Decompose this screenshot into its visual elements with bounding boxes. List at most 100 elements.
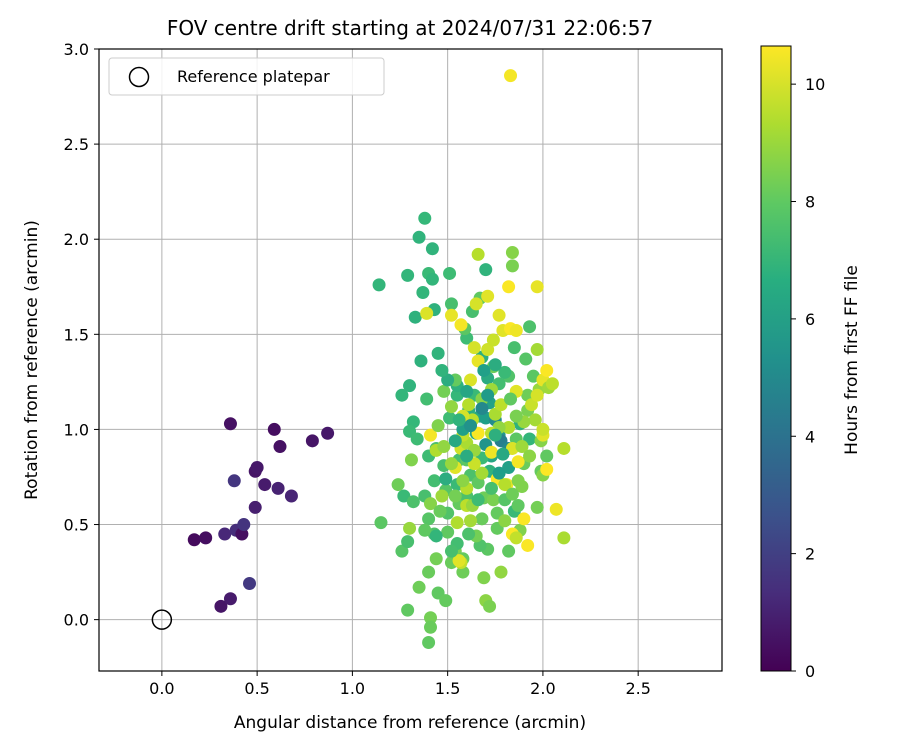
data-point (403, 521, 417, 535)
data-point (523, 449, 537, 463)
data-point (452, 413, 466, 427)
data-point (284, 489, 298, 503)
data-point (505, 246, 519, 260)
data-point (492, 466, 506, 480)
x-axis-ticks: 0.0 0.5 1.0 1.5 2.0 2.5 (149, 671, 651, 698)
data-point (271, 481, 285, 495)
reference-point (151, 609, 173, 630)
data-point (540, 462, 554, 476)
data-point (492, 308, 506, 322)
data-point (557, 441, 571, 455)
data-point (464, 419, 478, 433)
data-point (483, 599, 497, 613)
data-point (425, 272, 439, 286)
data-point (441, 525, 455, 539)
data-point (488, 428, 502, 442)
data-point (505, 259, 519, 273)
data-point (416, 285, 430, 299)
colorbar-tick-label: 6 (805, 310, 815, 329)
data-point (395, 544, 409, 558)
data-point (471, 354, 485, 368)
data-point (557, 531, 571, 545)
data-point (540, 363, 554, 377)
data-point (448, 434, 462, 448)
data-point (530, 343, 544, 357)
plot-frame (98, 48, 723, 672)
colorbar-gradient (760, 45, 792, 672)
data-point (488, 358, 502, 372)
data-point (507, 341, 521, 355)
legend-marker (128, 66, 150, 88)
data-point (454, 318, 468, 332)
data-point (511, 499, 525, 513)
data-point (523, 320, 537, 334)
data-point (462, 527, 476, 541)
data-point (443, 266, 457, 280)
data-point (456, 474, 470, 488)
data-point (505, 487, 519, 501)
data-point (488, 407, 502, 421)
colorbar-tick-label: 10 (805, 75, 825, 94)
data-point (258, 478, 272, 492)
data-point (414, 354, 428, 368)
data-point (437, 440, 451, 454)
data-point (395, 388, 409, 402)
data-point (401, 603, 415, 617)
data-point (521, 538, 535, 552)
data-point (403, 379, 417, 393)
data-point (477, 363, 491, 377)
x-tick-label: 1.0 (340, 679, 365, 698)
data-point (481, 289, 495, 303)
data-point (448, 489, 462, 503)
data-point (429, 529, 443, 543)
data-point (475, 402, 489, 416)
data-point (422, 512, 436, 526)
y-tick-label: 2.0 (64, 230, 89, 249)
data-point (450, 516, 464, 530)
data-point (536, 422, 550, 436)
data-point (410, 432, 424, 446)
data-point (496, 447, 510, 461)
colorbar-tick-label: 0 (805, 662, 815, 681)
data-point (237, 518, 251, 532)
y-axis-title: Rotation from reference (arcmin) (22, 220, 42, 500)
data-point (412, 230, 426, 244)
data-point (475, 466, 489, 480)
legend-label: Reference platepar (177, 67, 330, 86)
data-point (511, 474, 525, 488)
y-tick-label: 3.0 (64, 40, 89, 59)
data-point (464, 373, 478, 387)
data-point (427, 474, 441, 488)
data-point (530, 500, 544, 514)
x-tick-label: 0.5 (244, 679, 269, 698)
data-point (464, 514, 478, 528)
data-point (540, 449, 554, 463)
data-point (502, 460, 516, 474)
data-point (223, 592, 237, 606)
data-point (273, 440, 287, 454)
data-point (267, 422, 281, 436)
data-point (412, 580, 426, 594)
data-point (433, 504, 447, 518)
data-point (223, 417, 237, 431)
data-point (486, 493, 500, 507)
data-point (425, 242, 439, 256)
data-point (469, 297, 483, 311)
data-point (509, 531, 523, 545)
data-point (471, 493, 485, 507)
data-point (460, 384, 474, 398)
grid-lines (99, 48, 722, 671)
data-point (467, 341, 481, 355)
colorbar-title: Hours from first FF file (842, 265, 862, 455)
colorbar: 0 2 4 6 8 10 Hours from first FF file (760, 45, 862, 681)
data-point (420, 306, 434, 320)
data-point (424, 611, 438, 625)
data-point (498, 514, 512, 528)
y-tick-label: 1.0 (64, 420, 89, 439)
data-point (444, 457, 458, 471)
data-point (475, 512, 489, 526)
data-point (372, 278, 386, 292)
data-point (420, 392, 434, 406)
colorbar-tick-label: 8 (805, 193, 815, 212)
